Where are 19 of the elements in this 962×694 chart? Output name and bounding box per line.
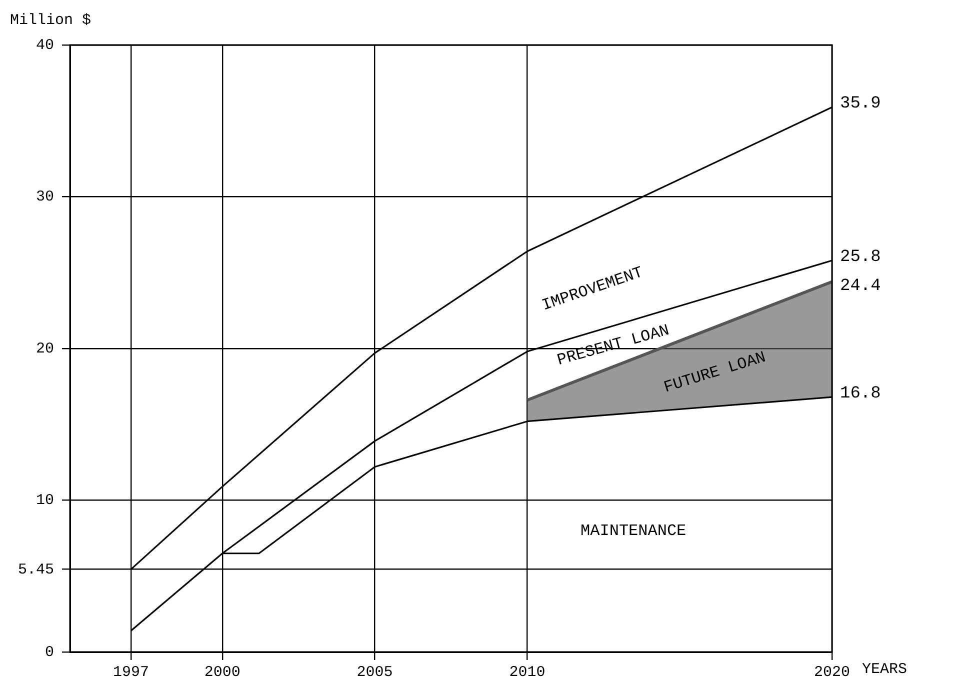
x-tick-label: 2020 bbox=[814, 664, 850, 681]
annotation: FUTURE LOAN bbox=[662, 348, 768, 397]
y-tick-label: 40 bbox=[36, 36, 54, 54]
y-axis-title: Million $ bbox=[10, 12, 92, 29]
x-tick-label: 2000 bbox=[204, 664, 240, 681]
y-tick-label: 20 bbox=[36, 340, 54, 358]
data-label: 35.9 bbox=[840, 94, 881, 114]
annotation: MAINTENANCE bbox=[580, 522, 686, 540]
y-tick-label: 10 bbox=[36, 492, 54, 510]
y-tick-label: 5.45 bbox=[18, 561, 54, 578]
x-tick-label: 2010 bbox=[509, 664, 546, 681]
y-tick-label: 30 bbox=[36, 188, 54, 206]
data-label: 25.8 bbox=[840, 248, 881, 267]
x-tick-label: 2005 bbox=[356, 664, 393, 681]
data-label: 16.8 bbox=[840, 384, 881, 404]
data-label: 24.4 bbox=[840, 277, 881, 296]
y-tick-label: 0 bbox=[44, 644, 54, 661]
x-axis-title: YEARS bbox=[862, 660, 908, 678]
x-tick-label: 1997 bbox=[112, 664, 149, 681]
